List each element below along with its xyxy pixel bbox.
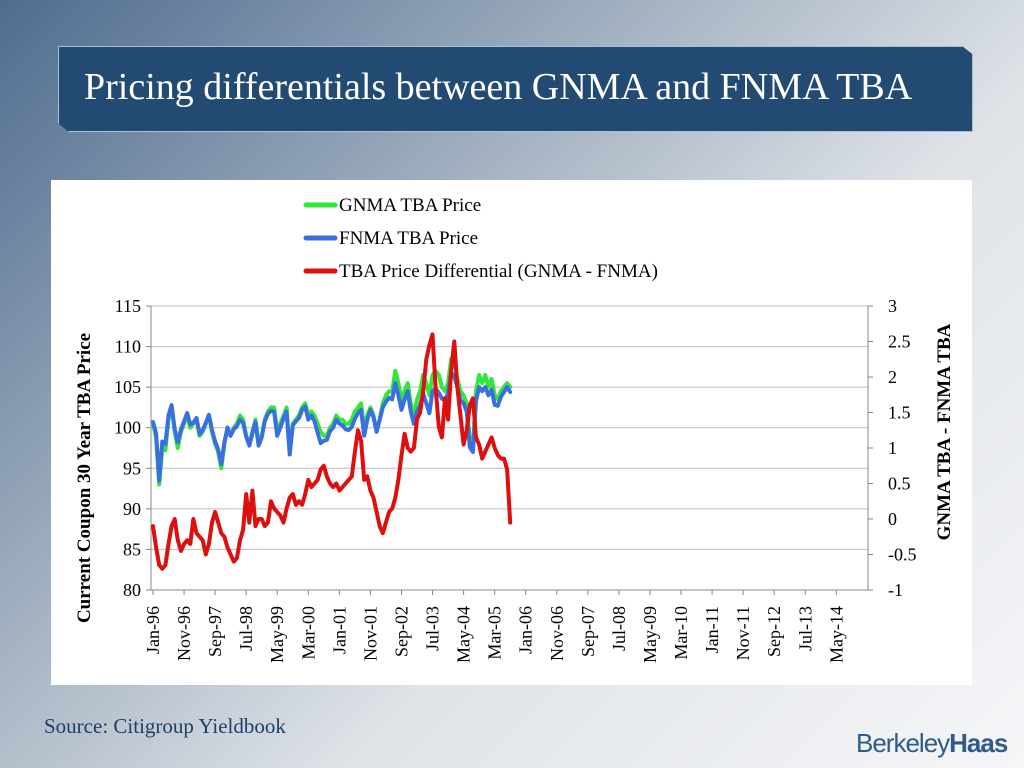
x-tick-label: Sep-97 xyxy=(205,606,225,657)
y-tick-label: 105 xyxy=(114,377,141,397)
x-tick-label: Jul-13 xyxy=(795,606,815,651)
x-tick-label: May-99 xyxy=(267,606,287,663)
y-tick-label: 90 xyxy=(123,499,141,519)
legend-label: FNMA TBA Price xyxy=(339,228,478,249)
price-differential-line xyxy=(151,332,513,571)
y-tick-label: 95 xyxy=(123,458,141,478)
x-tick-label: Jul-98 xyxy=(236,606,256,651)
y-tick-label: 100 xyxy=(114,418,141,438)
y2-tick-label: -0.5 xyxy=(888,545,917,565)
x-tick-label: Jan-06 xyxy=(516,606,536,654)
x-tick-label: Nov-06 xyxy=(547,606,567,661)
source-note: Source: Citigroup Yieldbook xyxy=(44,714,286,738)
x-tick-label: Jan-01 xyxy=(329,606,349,654)
x-tick-label: Jul-03 xyxy=(423,606,443,651)
y2-tick-label: -1 xyxy=(888,580,903,600)
x-tick-label: Nov-11 xyxy=(733,606,753,660)
x-tick-label: May-14 xyxy=(826,606,846,663)
legend-label: GNMA TBA Price xyxy=(339,195,481,216)
chart-container: 115 110 105 100 95 90 85 80 3 2.5 2 1.5 1 0.5 0 -0.5 -1 J… xyxy=(51,180,972,685)
slide-title: Pricing differentials between GNMA and F… xyxy=(84,66,913,108)
x-tick-label: Mar-05 xyxy=(485,606,505,660)
x-tick-label: Sep-02 xyxy=(391,606,411,657)
legend-differential: TBA Price Differential (GNMA - FNMA) xyxy=(303,261,658,282)
berkeley-haas-logo: BerkeleyHaas xyxy=(856,728,1008,759)
legend-gnma: GNMA TBA Price xyxy=(303,195,481,216)
y2-tick-label: 2.5 xyxy=(888,332,911,352)
y-tick-label: 85 xyxy=(123,539,141,559)
y2-axis-title: GNMA TBA - FNMA TBA xyxy=(934,323,955,540)
y2-tick-label: 1.5 xyxy=(888,403,911,423)
x-tick-label: Jul-08 xyxy=(609,606,629,651)
x-tick-label: Jan-96 xyxy=(143,606,163,654)
x-tick-label: Sep-12 xyxy=(764,606,784,657)
x-tick-label: Nov-01 xyxy=(360,606,380,661)
x-tick-label: May-09 xyxy=(640,606,660,663)
y-tick-label: 110 xyxy=(115,337,141,357)
legend-fnma: FNMA TBA Price xyxy=(303,228,478,249)
y-tick-label: 80 xyxy=(123,580,141,600)
x-tick-label: Jan-11 xyxy=(702,606,722,653)
logo-part-1: Berkeley xyxy=(856,728,950,758)
x-tick-label: May-04 xyxy=(454,606,474,663)
title-banner: Pricing differentials between GNMA and F… xyxy=(58,46,973,132)
legend-label: TBA Price Differential (GNMA - FNMA) xyxy=(339,261,658,282)
y2-tick-label: 2 xyxy=(888,367,897,387)
logo-part-2: Haas xyxy=(949,728,1008,758)
y2-tick-label: 1 xyxy=(888,438,897,458)
y-tick-label: 115 xyxy=(115,296,141,316)
y2-tick-label: 0.5 xyxy=(888,474,911,494)
y2-tick-label: 0 xyxy=(888,509,897,529)
y2-tick-label: 3 xyxy=(888,296,897,316)
x-tick-label: Nov-96 xyxy=(174,606,194,661)
title-banner-frame xyxy=(58,46,973,132)
x-tick-label: Mar-10 xyxy=(671,606,691,660)
x-tick-label: Mar-00 xyxy=(298,606,318,660)
y-axis-title: Current Coupon 30 Year TBA Price xyxy=(74,333,95,623)
chart-svg: 115 110 105 100 95 90 85 80 3 2.5 2 1.5 1 0.5 0 -0.5 -1 J… xyxy=(74,195,955,663)
x-tick-label: Sep-07 xyxy=(578,606,598,657)
